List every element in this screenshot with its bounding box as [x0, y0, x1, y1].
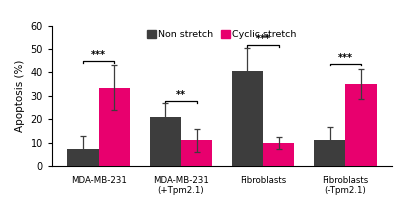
Text: ***: *** [256, 34, 271, 44]
Text: **: ** [176, 90, 186, 100]
Bar [232, 71, 263, 166]
Bar [263, 143, 294, 166]
Y-axis label: Apoptosis (%): Apoptosis (%) [15, 60, 25, 132]
Bar [150, 117, 181, 166]
Bar [345, 84, 376, 166]
Bar [181, 140, 212, 166]
Bar [99, 88, 130, 166]
Bar [68, 149, 99, 166]
Text: ***: *** [338, 53, 353, 63]
Text: ***: *** [91, 50, 106, 60]
Legend: Non stretch, Cyclic stretch: Non stretch, Cyclic stretch [147, 30, 297, 39]
Bar [314, 140, 345, 166]
